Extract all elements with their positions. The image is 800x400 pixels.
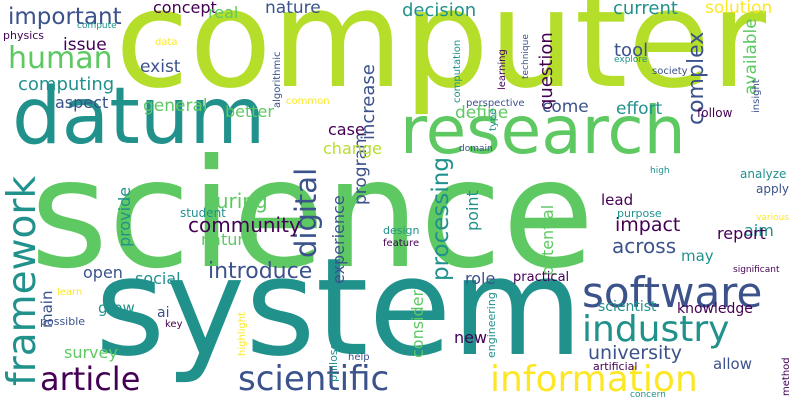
word-impact: impact	[615, 214, 681, 236]
word-analyze: analyze	[740, 167, 787, 181]
word-feature: feature	[383, 238, 420, 249]
word-follow: follow	[697, 106, 733, 120]
word-processing: processing	[428, 157, 454, 281]
word-come: come	[542, 97, 589, 117]
word-highlight: highlight	[237, 312, 248, 356]
word-aim: aim	[744, 221, 774, 240]
word-learn: learn	[57, 287, 83, 298]
word-computer: computer	[115, 0, 767, 118]
word-may: may	[681, 247, 714, 265]
word-research: research	[400, 92, 686, 169]
word-important: important	[8, 4, 122, 30]
word-compute: compute	[77, 21, 117, 31]
word-experience: experience	[329, 195, 348, 284]
word-natural: natural	[201, 230, 259, 249]
word-society: society	[652, 66, 688, 77]
word-concept: concept	[153, 0, 217, 17]
word-better: better	[225, 102, 274, 121]
word-knowledge: knowledge	[677, 301, 753, 317]
word-general: general	[143, 96, 208, 116]
word-across: across	[612, 234, 677, 258]
word-framework: framework	[0, 175, 45, 386]
word-case: case	[328, 120, 365, 139]
word-consider: consider	[408, 289, 427, 358]
word-decision: decision	[402, 0, 477, 21]
word-industry: industry	[582, 309, 730, 350]
word-computation: computation	[452, 39, 463, 103]
word-domain: domain	[459, 144, 493, 154]
word-student: student	[180, 206, 226, 220]
word-lead: lead	[601, 191, 634, 209]
word-open: open	[83, 263, 123, 282]
word-physics: physics	[3, 29, 45, 42]
word-system: system	[95, 229, 584, 386]
word-nature: nature	[265, 0, 321, 18]
word-type: type	[488, 108, 499, 131]
word-exist: exist	[140, 57, 181, 77]
word-scientist: scientist	[598, 299, 657, 315]
word-artificial: artificial	[593, 360, 638, 373]
word-allow: allow	[713, 355, 752, 373]
word-article: article	[40, 360, 141, 398]
word-practical: practical	[513, 270, 570, 285]
word-real: real	[208, 3, 239, 22]
word-explore: explore	[614, 55, 648, 65]
word-provide: provide	[115, 186, 134, 247]
word-design: design	[383, 224, 420, 237]
word-philosophy: philosophy	[327, 322, 340, 382]
word-scientific: scientific	[238, 359, 390, 399]
word-human: human	[8, 41, 113, 76]
word-technique: technique	[521, 34, 531, 79]
word-apply: apply	[756, 182, 790, 196]
word-software: software	[582, 268, 763, 317]
word-learning: learning	[497, 49, 508, 90]
word-new: new	[454, 328, 488, 347]
word-change: change	[323, 139, 382, 158]
word-turing: turing	[208, 189, 268, 213]
word-role: role	[465, 269, 496, 288]
word-engineering: engineering	[485, 292, 498, 358]
word-method: method	[781, 357, 792, 396]
word-point: point	[463, 190, 482, 231]
word-survey: survey	[64, 343, 118, 362]
word-computing: computing	[18, 74, 115, 95]
word-grow: grow	[98, 299, 135, 317]
word-introduce: introduce	[208, 259, 313, 284]
word-report: report	[717, 224, 766, 243]
word-community: community	[188, 213, 301, 237]
word-help: help	[348, 352, 370, 363]
word-possible: possible	[40, 315, 86, 328]
word-define: define	[455, 103, 509, 123]
word-ai: ai	[157, 305, 170, 321]
word-perspective: perspective	[466, 98, 525, 109]
word-purpose: purpose	[617, 207, 662, 220]
word-potential: potential	[538, 204, 557, 276]
word-information: information	[490, 359, 698, 400]
word-various: various	[756, 213, 789, 223]
word-aspect: aspect	[55, 93, 109, 112]
word-insight: insight	[751, 79, 762, 113]
word-effort: effort	[616, 99, 663, 119]
word-issue: issue	[63, 35, 107, 55]
word-common: common	[286, 96, 330, 107]
word-university: university	[588, 342, 682, 364]
word-high: high	[650, 166, 670, 176]
word-significant: significant	[733, 265, 780, 275]
word-solution: solution	[705, 0, 773, 18]
word-datum: datum	[12, 72, 266, 162]
word-tool: tool	[614, 40, 649, 61]
word-concern: concern	[630, 390, 666, 400]
word-current: current	[613, 0, 678, 19]
word-science: science	[30, 128, 595, 302]
word-data: data	[155, 37, 178, 48]
word-algorithmic: algorithmic	[272, 51, 283, 108]
word-social: social	[135, 269, 181, 288]
word-key: key	[165, 319, 183, 330]
